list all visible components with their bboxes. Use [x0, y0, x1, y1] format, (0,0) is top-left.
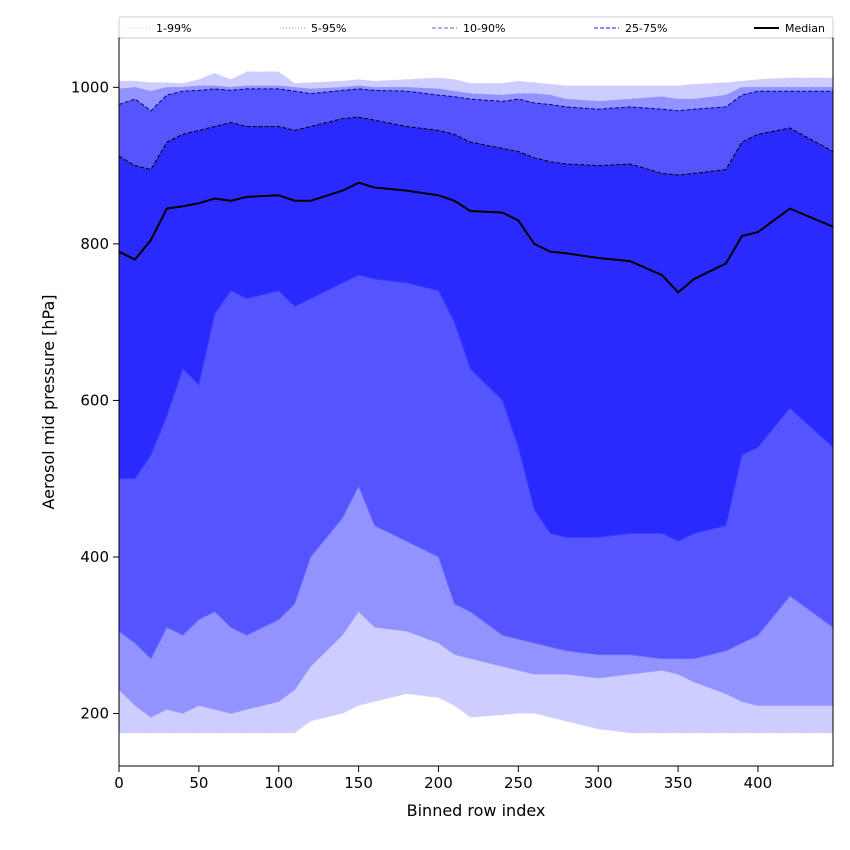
y-axis-label: Aerosol mid pressure [hPa] — [39, 294, 58, 509]
line-p75 — [119, 116, 833, 176]
x-tick-label: 0 — [114, 774, 124, 792]
legend-label: 25-75% — [625, 22, 667, 35]
band-25-75 — [119, 117, 833, 542]
line-p1 — [119, 693, 833, 734]
legend-box — [118, 16, 834, 39]
x-axis-label: Binned row index — [407, 801, 546, 820]
line-p5 — [119, 611, 833, 718]
legend-label: Median — [785, 22, 825, 35]
y-tick-label: 1000 — [71, 78, 109, 96]
y-tick-label: 600 — [80, 391, 109, 409]
y-tick-label: 400 — [80, 548, 109, 566]
x-tick-label: 150 — [344, 774, 373, 792]
x-tick-label: 400 — [744, 774, 773, 792]
y-tick-label: 200 — [80, 705, 109, 723]
y-axis-ticks: 200 400 600 800 1000 — [71, 78, 119, 723]
percentile-bands — [119, 71, 833, 734]
line-p90 — [119, 88, 833, 112]
legend-label: 10-90% — [463, 22, 505, 35]
legend-label: 5-95% — [311, 22, 346, 35]
line-p50 — [119, 181, 833, 294]
line-p25 — [119, 274, 833, 542]
line-p10 — [119, 485, 833, 660]
legend: 1-99% 5-95% 10-90% 25-75% Median — [118, 16, 834, 39]
line-p95 — [119, 85, 833, 102]
percentile-lines — [119, 71, 833, 734]
x-axis-ticks: 0 50 100 150 200 250 300 350 400 — [114, 766, 772, 792]
x-tick-label: 100 — [264, 774, 293, 792]
x-tick-label: 350 — [664, 774, 693, 792]
x-tick-label: 200 — [424, 774, 453, 792]
legend-label: 1-99% — [156, 22, 191, 35]
x-tick-label: 300 — [584, 774, 613, 792]
line-p99 — [119, 71, 833, 87]
y-tick-label: 800 — [80, 235, 109, 253]
x-tick-label: 50 — [189, 774, 208, 792]
x-tick-label: 250 — [504, 774, 533, 792]
